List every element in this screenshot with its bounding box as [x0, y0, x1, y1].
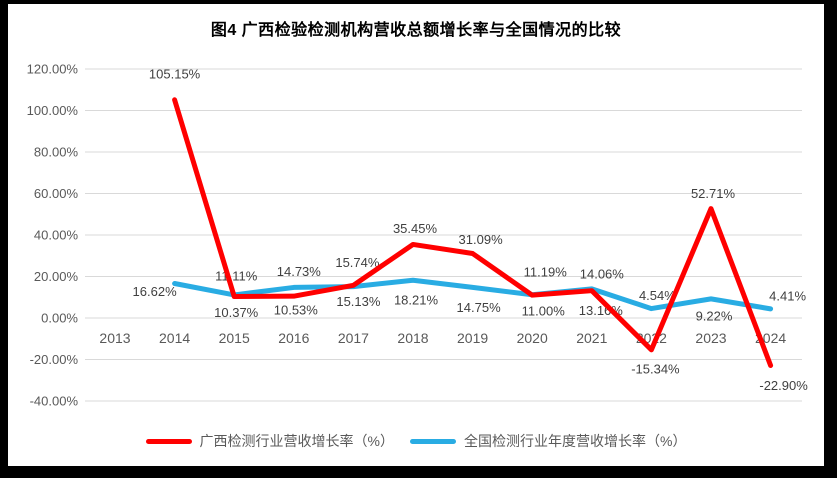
chart-legend: 广西检测行业营收增长率（%） 全国检测行业年度营收增长率（%） [8, 431, 824, 451]
data-label: 14.06% [580, 266, 625, 281]
data-label: 9.22% [696, 308, 733, 323]
x-axis-tick-label: 2021 [576, 330, 607, 346]
data-label: 16.62% [133, 284, 178, 299]
data-label: 10.37% [214, 305, 259, 320]
data-label: 18.21% [394, 293, 439, 308]
y-axis-tick-label: 60.00% [34, 186, 79, 201]
data-label: 52.71% [691, 186, 736, 201]
data-label: 4.41% [769, 288, 806, 303]
x-axis-tick-label: 2019 [457, 330, 488, 346]
data-label: 105.15% [149, 66, 201, 81]
x-axis-tick-label: 2013 [99, 330, 130, 346]
data-label: -15.34% [631, 361, 680, 376]
y-axis-tick-label: -40.00% [30, 394, 79, 409]
data-label: 31.09% [459, 232, 504, 247]
x-axis-tick-label: 2014 [159, 330, 190, 346]
y-axis-tick-label: 40.00% [34, 228, 79, 243]
legend-swatch-blue-line [410, 438, 456, 444]
data-label: 15.74% [335, 255, 380, 270]
data-label: -22.90% [759, 378, 808, 393]
x-axis-tick-label: 2015 [219, 330, 250, 346]
x-axis-tick-label: 2017 [338, 330, 369, 346]
data-label: 14.75% [457, 300, 502, 315]
x-axis-tick-label: 2018 [397, 330, 428, 346]
y-axis-tick-label: -20.00% [30, 352, 79, 367]
y-axis-tick-label: 80.00% [34, 145, 79, 160]
data-label: 4.54% [639, 288, 676, 303]
y-axis-tick-label: 20.00% [34, 269, 79, 284]
data-label: 14.73% [277, 264, 322, 279]
legend-item-national: 全国检测行业年度营收增长率（%） [410, 431, 686, 451]
legend-label-national: 全国检测行业年度营收增长率（%） [464, 433, 687, 449]
data-label: 11.19% [524, 264, 568, 279]
x-axis-tick-label: 2023 [695, 330, 726, 346]
legend-item-guangxi: 广西检测行业营收增长率（%） [145, 431, 394, 451]
legend-swatch-red-line [145, 438, 192, 444]
chart-area: 图4 广西检验检测机构营收总额增长率与全国情况的比较 120.00% 100.00… [8, 4, 824, 466]
data-label: 35.45% [393, 221, 438, 236]
y-axis-tick-label: 0.00% [41, 311, 78, 326]
data-label: 10.53% [274, 303, 319, 318]
data-label: 11.11% [215, 268, 258, 283]
line-chart: 120.00% 100.00% 80.00% 60.00% 40.00% 20.00% 0.… [27, 62, 809, 409]
y-axis-tick-label: 120.00% [27, 62, 79, 77]
x-axis-tick-label: 2016 [278, 330, 309, 346]
x-axis-tick-label: 2020 [517, 330, 548, 346]
y-axis-tick-label: 100.00% [27, 103, 79, 118]
data-label: 13.16% [579, 303, 624, 318]
data-label: 15.13% [336, 294, 381, 309]
chart-title: 图4 广西检验检测机构营收总额增长率与全国情况的比较 [210, 22, 622, 39]
data-label: 11.00% [522, 304, 566, 319]
legend-label-guangxi: 广西检测行业营收增长率（%） [199, 433, 394, 449]
series-line-guangxi [172, 97, 774, 369]
